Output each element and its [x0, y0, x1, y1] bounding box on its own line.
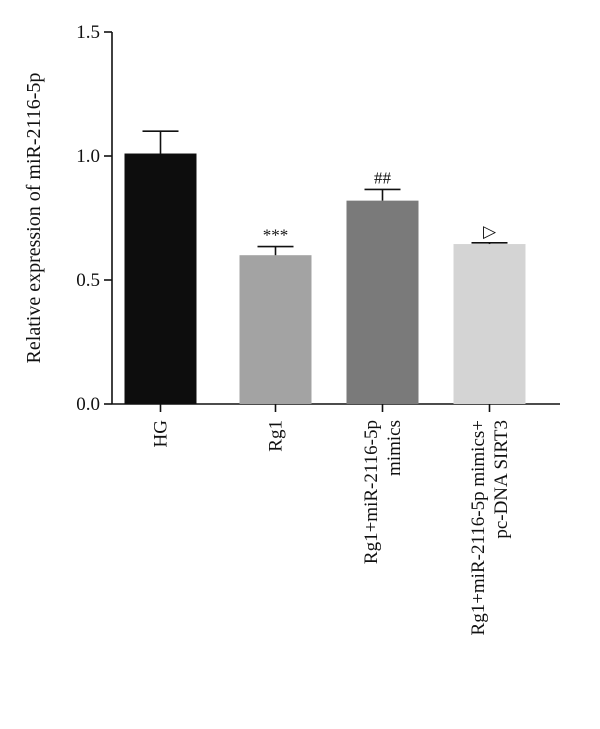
- x-tick-label: HG: [151, 420, 172, 448]
- x-tick-label: Rg1+miR-2116-5p mimics+: [468, 420, 489, 635]
- y-tick-label: 0.0: [76, 394, 100, 415]
- bar: [453, 244, 526, 404]
- y-tick-label: 0.5: [76, 270, 100, 291]
- significance-label: ▷: [483, 222, 497, 241]
- bar: [346, 200, 419, 404]
- x-tick-label: mimics: [384, 420, 405, 476]
- bar: [239, 255, 312, 404]
- x-tick-label: Rg1+miR-2116-5p: [361, 420, 382, 564]
- y-tick-label: 1.0: [76, 146, 100, 167]
- y-axis-label: Relative expression of miR-2116-5p: [23, 73, 45, 364]
- significance-label: ***: [263, 226, 289, 245]
- x-tick-label: Rg1: [266, 420, 287, 452]
- y-tick-label: 1.5: [76, 22, 100, 43]
- x-tick-label: pc-DNA SIRT3: [491, 420, 512, 539]
- significance-label: ##: [374, 168, 392, 187]
- bar: [124, 153, 197, 404]
